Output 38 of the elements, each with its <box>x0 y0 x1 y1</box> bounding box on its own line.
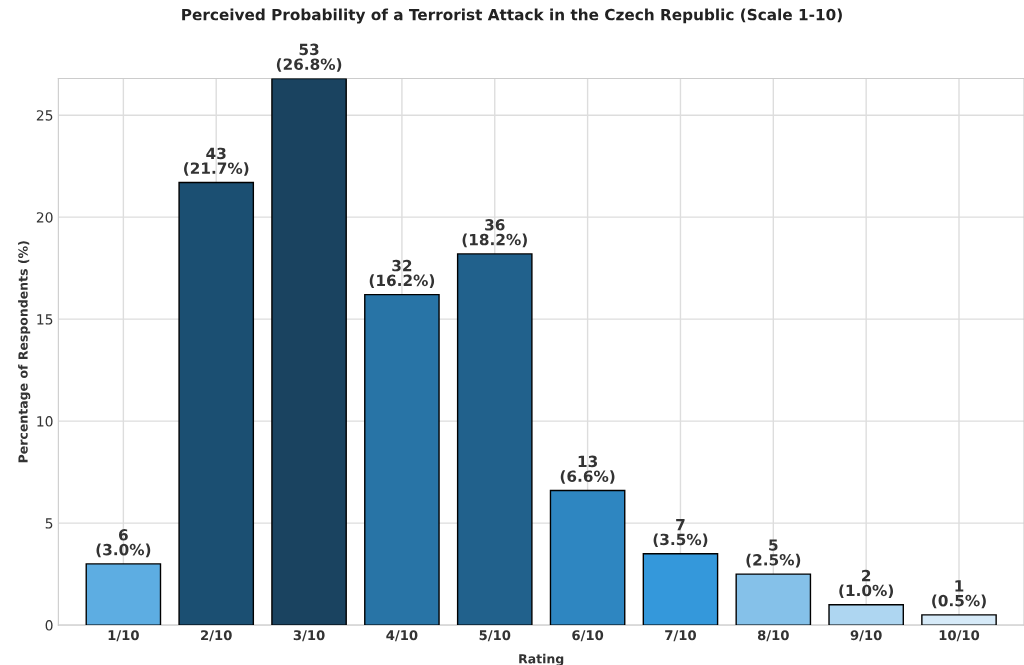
x-tick-label: 9/10 <box>850 630 882 642</box>
x-tick-label: 5/10 <box>479 630 511 642</box>
y-tick-label: 10 <box>37 416 53 427</box>
x-tick-label: 2/10 <box>201 630 232 642</box>
bar <box>178 181 255 626</box>
data-label: 1 (0.5%) <box>932 580 986 609</box>
data-label: 2 (1.0%) <box>839 569 894 598</box>
x-tick-label: 8/10 <box>757 630 789 642</box>
x-tick-label: 3/10 <box>293 630 325 642</box>
x-tick-label: 6/10 <box>572 630 604 642</box>
bar <box>642 553 719 626</box>
bar <box>456 253 533 626</box>
y-tick-label: 25 <box>36 110 53 121</box>
data-label: 36 (18.2%) <box>462 219 527 248</box>
y-tick-label: 15 <box>37 314 53 325</box>
chart-title: Perceived Probability of a Terrorist Attack in the Czech Republic (Scale 1-10) <box>182 8 842 24</box>
x-tick-label: 4/10 <box>386 630 418 642</box>
bar <box>828 604 904 626</box>
bar <box>271 78 347 626</box>
data-label: 13 (6.6%) <box>560 455 615 484</box>
y-tick-label: 0 <box>45 620 53 631</box>
y-axis-title: Percentage of Respondents (%) <box>18 241 31 463</box>
data-label: 53 (26.8%) <box>276 43 342 72</box>
y-tick-label: 5 <box>45 518 53 529</box>
x-tick-label: 1/10 <box>108 630 139 642</box>
bar <box>735 573 812 626</box>
bar <box>549 489 626 626</box>
y-tick-label: 20 <box>36 212 53 223</box>
data-label: 7 (3.5%) <box>653 519 708 547</box>
data-label: 6 (3.0%) <box>96 529 151 558</box>
data-label: 32 (16.2%) <box>369 259 435 288</box>
x-tick-label: 7/10 <box>665 630 697 642</box>
bar <box>921 614 997 626</box>
data-label: 43 (21.7%) <box>184 147 249 176</box>
bar <box>85 563 162 626</box>
x-tick-label: 10/10 <box>939 630 980 642</box>
data-label: 5 (2.5%) <box>746 539 801 568</box>
bar <box>364 293 440 626</box>
